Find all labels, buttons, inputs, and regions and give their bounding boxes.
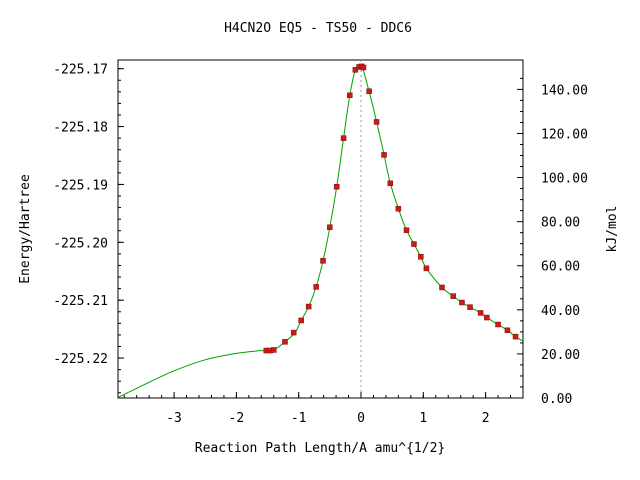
data-point <box>360 64 367 71</box>
data-point <box>418 254 424 260</box>
data-point <box>450 293 456 299</box>
data-point <box>290 329 297 336</box>
data-point <box>423 265 430 272</box>
data-point <box>403 227 410 233</box>
data-point <box>459 299 465 306</box>
x-tick-label: -3 <box>166 411 182 426</box>
y2-tick-label: 100.00 <box>541 172 588 187</box>
energy-curve <box>117 64 524 398</box>
x-tick-label: 2 <box>482 411 490 426</box>
data-point <box>381 152 387 158</box>
y2-tick-label: 80.00 <box>541 216 580 231</box>
data-point <box>313 284 319 290</box>
y-axis-right: 0.00 20.00 40.00 60.00 80.00 100.00 120.00 140.… <box>517 77 588 407</box>
y2-tick-label: 40.00 <box>541 304 580 319</box>
data-point <box>340 135 347 141</box>
plot-frame <box>117 59 524 399</box>
data-point <box>333 184 340 190</box>
y-axis-label: Energy/Hartree <box>18 174 33 284</box>
data-point <box>373 119 380 125</box>
y-axis-left: -225.17 -225.18 -225.19 -225.20 -225.21 -225.… <box>53 63 124 394</box>
y-tick-label: -225.19 <box>53 178 108 193</box>
x-tick-label: -1 <box>291 411 307 426</box>
y-tick-label: -225.21 <box>53 294 108 309</box>
data-point <box>271 347 277 353</box>
data-point <box>467 304 473 310</box>
y-tick-label: -225.17 <box>53 63 108 78</box>
data-point <box>327 224 333 231</box>
data-point <box>366 88 372 95</box>
chart-title: H4CN2O EQ5 - TS50 - DDC6 <box>224 21 412 36</box>
data-point <box>439 284 445 291</box>
x-axis-label: Reaction Path Length/A amu^{1/2} <box>195 441 445 456</box>
data-point <box>395 205 402 212</box>
data-point <box>352 67 359 73</box>
y-tick-label: -225.22 <box>53 352 108 367</box>
y2-tick-label: 20.00 <box>541 348 580 363</box>
x-tick-label: 0 <box>357 411 365 426</box>
x-axis: -3 -2 -1 0 1 2 <box>123 392 512 426</box>
data-point <box>411 241 417 247</box>
data-point <box>347 92 353 99</box>
data-point <box>387 180 394 187</box>
y-tick-label: -225.20 <box>53 236 108 251</box>
y2-tick-label: 60.00 <box>541 260 580 275</box>
x-tick-label: -2 <box>229 411 245 426</box>
data-point <box>305 303 312 310</box>
data-point-markers <box>263 63 519 354</box>
data-point <box>320 258 326 264</box>
data-point <box>504 327 511 334</box>
data-point <box>282 339 288 345</box>
data-point <box>298 317 304 324</box>
y2-tick-label: 0.00 <box>541 392 572 407</box>
data-point <box>477 310 484 316</box>
y2-tick-label: 120.00 <box>541 127 588 142</box>
y2-axis-label: kJ/mol <box>605 206 620 253</box>
y2-tick-label: 140.00 <box>541 83 588 98</box>
data-point <box>512 333 519 340</box>
x-tick-label: 1 <box>419 411 427 426</box>
y-tick-label: -225.18 <box>53 121 108 136</box>
data-point <box>495 321 501 328</box>
data-point <box>484 314 490 321</box>
plot-area: -3 -2 -1 0 1 2 -225.17-225.18-225.19-225.20-2… <box>53 59 588 426</box>
